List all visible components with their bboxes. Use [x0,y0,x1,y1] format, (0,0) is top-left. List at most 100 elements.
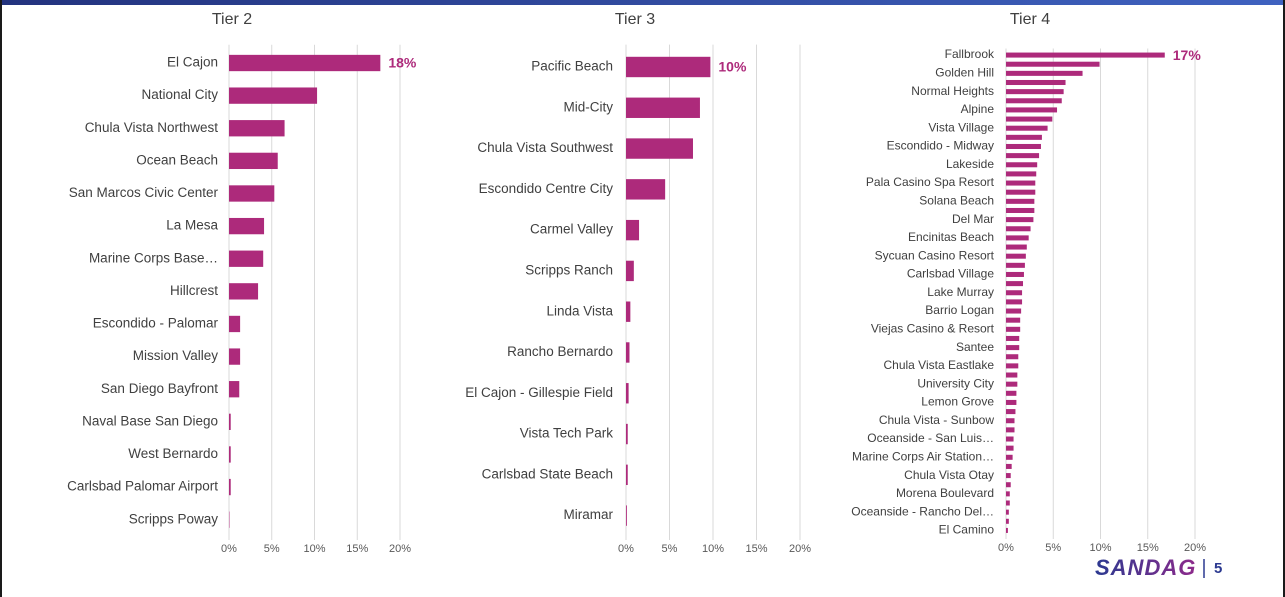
logo: SANDAG [1095,555,1196,580]
bar [1006,299,1023,305]
bar [626,56,711,78]
y-tick-label: La Mesa [166,218,218,233]
y-tick-label: Mission Valley [133,348,219,363]
y-tick-label: Morena Boulevard [896,486,994,500]
bar [1006,427,1015,433]
bar [1006,61,1100,67]
bar [626,179,666,200]
bar [1006,409,1016,415]
x-tick-label: 15% [745,543,767,555]
bar [1006,262,1025,268]
right-border [1283,0,1285,597]
bar [1006,281,1024,287]
bar [1006,363,1019,369]
bar [1006,70,1083,76]
data-label: 10% [718,59,747,75]
bar [1006,418,1015,424]
bar [1006,527,1008,533]
y-tick-label: El Cajon - Gillespie Field [465,385,613,400]
x-tick-label: 15% [1137,542,1159,554]
y-tick-label: Carlsbad Palomar Airport [67,479,218,494]
x-tick-label: 15% [346,543,368,555]
bar [1006,244,1027,250]
bar [1006,235,1029,241]
bar [229,87,318,104]
y-tick-label: El Camino [939,523,995,537]
bar [1006,143,1041,149]
x-tick-label: 20% [389,543,411,555]
x-tick-label: 20% [789,543,811,555]
y-tick-label: Carlsbad State Beach [482,466,613,481]
y-tick-label: Santee [956,340,994,354]
y-tick-label: Carlsbad Village [907,267,994,281]
bar [1006,180,1036,186]
bar [626,423,628,445]
y-tick-label: Escondido Centre City [479,181,614,196]
y-tick-label: Miramar [564,507,614,522]
bar [1006,500,1010,506]
bar [626,301,631,322]
bar [1006,107,1058,113]
chart-title: Tier 3 [615,11,655,28]
bar [1006,354,1019,360]
bar [229,381,240,398]
chart-title: Tier 2 [212,11,252,28]
x-tick-label: 5% [264,543,280,555]
bar [1006,116,1053,122]
bar [626,97,700,118]
y-tick-label: Lake Murray [927,285,994,299]
y-tick-label: Scripps Ranch [525,262,613,277]
x-tick-label: 10% [303,543,325,555]
bar [1006,463,1012,469]
x-tick-label: 5% [1045,542,1061,554]
page-number: 5 [1214,560,1222,577]
bar [1006,134,1042,140]
bar [1006,335,1020,341]
bar [229,348,241,365]
y-tick-label: San Diego Bayfront [101,381,218,396]
bar [1006,326,1021,332]
y-tick-label: Lakeside [946,157,994,171]
bar [626,138,693,159]
x-tick-label: 0% [221,543,237,555]
bar [1006,253,1026,259]
bar [1006,473,1011,479]
bar [1006,226,1031,232]
y-tick-label: Normal Heights [911,84,994,98]
bar [1006,317,1021,323]
y-tick-label: Escondido - Palomar [93,316,219,331]
y-tick-label: Encinitas Beach [908,230,994,244]
bar [1006,381,1018,387]
y-tick-label: Escondido - Midway [887,139,994,153]
bar [1006,79,1066,86]
bar [1006,217,1034,223]
bar [626,219,640,241]
y-tick-label: Hillcrest [170,283,218,298]
bar [1006,308,1022,314]
bar [229,446,231,463]
y-tick-label: Golden Hill [935,66,994,80]
bar [1006,52,1165,58]
y-tick-label: Vista Tech Park [520,426,614,441]
bar [1006,491,1010,497]
y-tick-label: Alpine [961,102,995,116]
bar [626,342,630,363]
y-tick-label: Chula Vista - Sunbow [879,413,995,427]
data-label: 18% [388,55,417,71]
y-tick-label: Pala Casino Spa Resort [866,175,995,189]
y-tick-label: Chula Vista Southwest [477,140,613,155]
bar [1006,89,1064,95]
bar [1006,509,1009,515]
y-tick-label: Vista Village [928,120,994,134]
y-tick-label: Lemon Grove [921,395,994,409]
bar [1006,98,1062,104]
bar [1006,399,1017,405]
y-tick-label: Pacific Beach [531,59,613,74]
y-tick-label: Solana Beach [919,194,994,208]
x-tick-label: 0% [998,542,1014,554]
y-tick-label: Carmel Valley [530,222,613,237]
y-tick-label: Chula Vista Northwest [85,120,219,135]
y-tick-label: Rancho Bernardo [507,344,613,359]
y-tick-label: Scripps Poway [129,511,219,526]
y-tick-label: Mid-City [564,99,614,114]
